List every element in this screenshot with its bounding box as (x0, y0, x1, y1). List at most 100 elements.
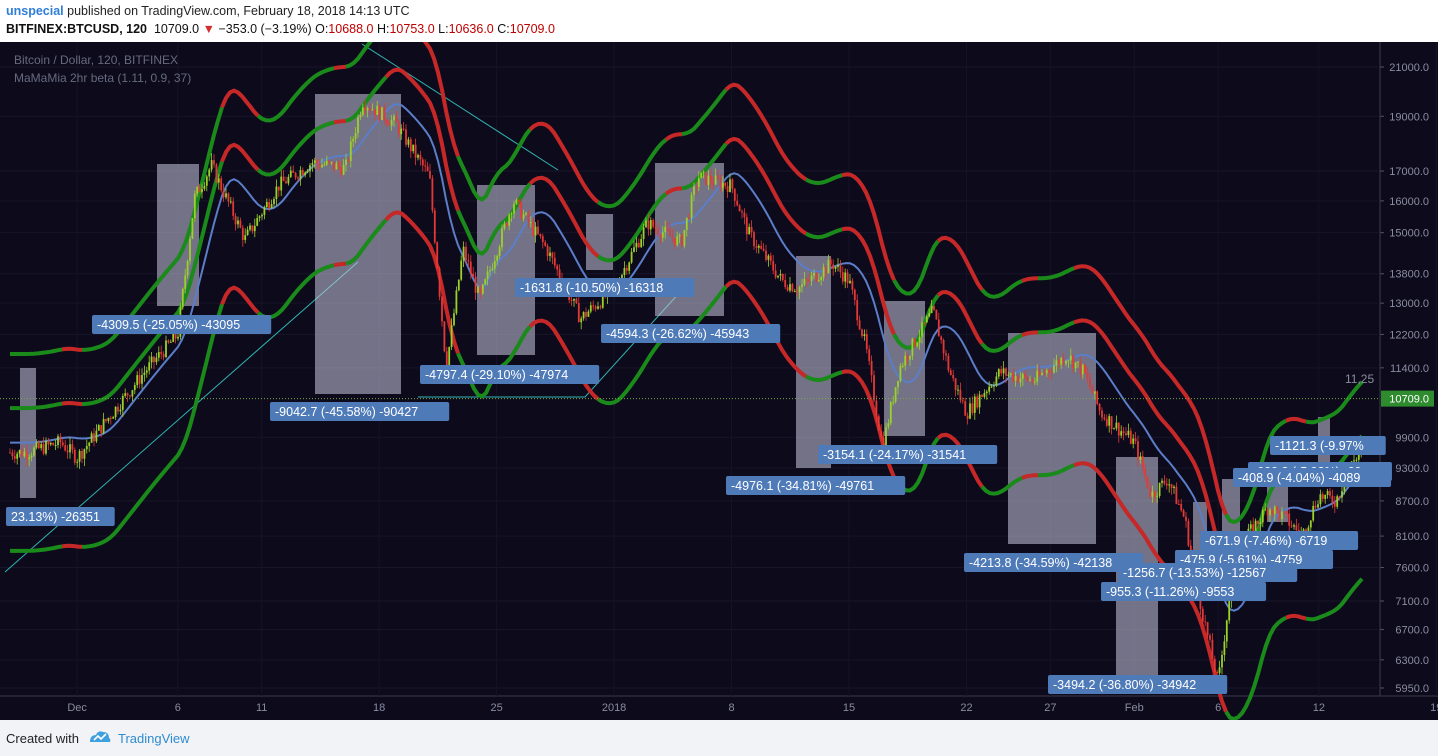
author-link[interactable]: unspecial (6, 4, 64, 18)
candle-body (371, 109, 374, 111)
candle-body (129, 395, 131, 397)
close-value: 10709.0 (509, 22, 555, 36)
candle-body (256, 218, 259, 226)
candle-body (918, 336, 921, 343)
upper-band-line (980, 279, 1023, 299)
price-tick-label: 17000.0 (1389, 166, 1429, 178)
candle-body (714, 175, 717, 185)
candle-body (623, 267, 626, 276)
candle-body (709, 175, 712, 183)
candle-body (642, 227, 645, 240)
candle-body (1278, 510, 1281, 520)
symbol-label: BITFINEX:BTCUSD, 120 (6, 22, 147, 36)
drawdown-label-text: -4797.4 (-29.10%) -47974 (425, 368, 568, 382)
candle-body (263, 207, 266, 215)
drawdown-label: -955.3 (-11.26%) -9553 (1101, 582, 1267, 601)
chart-area[interactable]: 21000.0 19000.0 17000.0 16000.0 15000.0 13800… (0, 42, 1438, 720)
candle-body (784, 280, 787, 288)
candle-body (544, 242, 547, 246)
candle-body (1105, 419, 1108, 426)
candle-body (1045, 370, 1048, 374)
candle-body (909, 355, 911, 360)
candle-body (695, 186, 698, 188)
drawdown-label: -3154.1 (-24.17%) -31541 (818, 445, 998, 464)
candle-body (165, 340, 167, 358)
candle-body (59, 436, 62, 443)
candle-body (481, 284, 484, 294)
lower-band-line (1305, 577, 1364, 622)
candle-body (405, 129, 407, 145)
candle-body (1259, 522, 1262, 525)
candle-body (551, 252, 554, 258)
tradingview-logo-icon[interactable] (88, 729, 112, 750)
candle-body (1209, 635, 1211, 640)
candle-body (1065, 360, 1067, 364)
time-tick-label: 6 (1215, 702, 1221, 714)
candle-body (875, 400, 878, 417)
drawdown-label: -3494.2 (-36.80%) -34942 (1048, 675, 1228, 694)
lower-band-line (333, 261, 347, 268)
candle-body (834, 266, 837, 269)
candle-body (1050, 371, 1053, 373)
lower-band-line (10, 544, 63, 553)
candle-body (1151, 491, 1154, 497)
inner-upper-band-line (596, 192, 668, 263)
candle-body (803, 279, 806, 285)
candle-body (270, 204, 273, 208)
candle-body (887, 423, 890, 428)
candle-body (1223, 641, 1226, 655)
candle-body (829, 259, 832, 265)
candle-body (652, 220, 655, 227)
candle-body (119, 409, 122, 412)
candle-body (1029, 379, 1031, 381)
upper-band-line (456, 128, 532, 202)
price-axis (1380, 42, 1438, 696)
candle-body (940, 336, 943, 340)
candle-body (330, 161, 333, 163)
high-value: 10753.0 (389, 22, 435, 36)
candle-body (184, 275, 187, 289)
drawdown-label: -671.9 (-7.46%) -6719 (1200, 531, 1359, 550)
candle-body (791, 284, 794, 292)
candle-body (1120, 431, 1123, 436)
upper-band-line (664, 132, 683, 142)
lower-band-line (1073, 461, 1228, 713)
candle-body (229, 201, 232, 203)
candle-body (131, 390, 134, 397)
candle-body (297, 177, 299, 179)
candle-body (150, 356, 153, 363)
candle-body (345, 159, 347, 165)
lower-band-line (805, 370, 843, 382)
candle-body (832, 264, 835, 269)
candle-body (1307, 527, 1310, 534)
tradingview-link[interactable]: TradingView (118, 731, 190, 746)
candle-body (971, 403, 974, 413)
candle-body (496, 255, 499, 261)
candle-body (1144, 468, 1147, 477)
price-tick-label: 13000.0 (1389, 298, 1429, 310)
upper-band-line (1038, 266, 1075, 281)
candle-body (587, 311, 590, 317)
upper-band-line (596, 138, 668, 209)
candle-body (141, 375, 143, 384)
drawdown-label-text: -4309.5 (-25.05%) -43095 (97, 318, 240, 332)
candle-body (983, 393, 986, 397)
candle-body (959, 389, 962, 401)
candle-body (868, 349, 871, 361)
candle-body (947, 355, 950, 371)
candle-body (1309, 520, 1312, 528)
candle-body (189, 238, 191, 261)
candle-body (1329, 491, 1331, 496)
candle-body (203, 185, 206, 189)
candle-body (265, 202, 268, 208)
candle-body (1206, 622, 1209, 636)
candle-body (196, 186, 199, 194)
candle-body (124, 393, 127, 396)
candle-body (64, 445, 67, 451)
lower-band-line (1285, 613, 1307, 621)
candle-body (743, 212, 746, 218)
inner-upper-band-line (841, 226, 896, 336)
chart-svg[interactable]: 21000.0 19000.0 17000.0 16000.0 15000.0 13800… (0, 42, 1438, 720)
time-tick-label: 8 (728, 702, 734, 714)
drawdown-label-bg (1048, 675, 1228, 694)
